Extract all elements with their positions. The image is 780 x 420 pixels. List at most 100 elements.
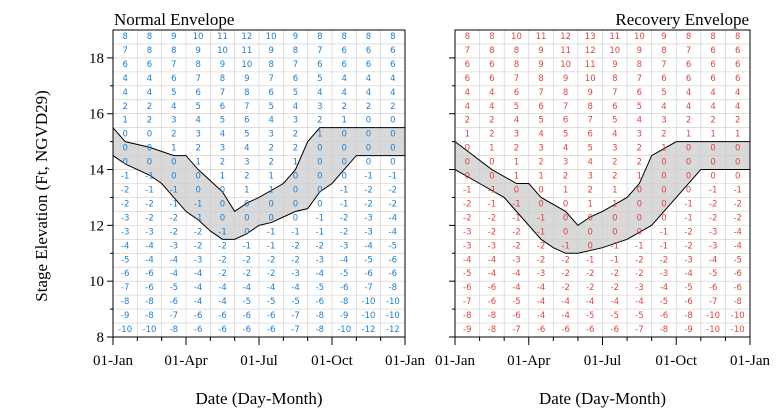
cell-value: -1 (537, 213, 545, 223)
cell-value: 0 (489, 158, 494, 168)
cell-value: -1 (121, 172, 129, 182)
cell-value: 1 (514, 158, 519, 168)
cell-value: 8 (122, 32, 127, 42)
cell-value: 6 (293, 74, 298, 84)
cell-values: 8 8 10 11 12 13 11 10 9 8 8 87 8 8 9 11 12 10 9 8 7 6 66 6 8 9 10 1… (463, 32, 745, 335)
cell-value: 1 (710, 130, 715, 140)
cell-value: -6 (194, 311, 202, 321)
cell-value: -3 (194, 255, 202, 265)
cell-value: -6 (561, 325, 569, 335)
cell-value: -2 (463, 213, 471, 223)
cell-value: 7 (514, 74, 519, 84)
cell-value: 3 (538, 144, 543, 154)
cell-value: 4 (563, 144, 568, 154)
cell-value: -2 (561, 255, 569, 265)
cell-value: 10 (585, 74, 596, 84)
cell-value: 6 (268, 88, 273, 98)
cell-value: 5 (317, 74, 322, 84)
cell-value: -2 (684, 227, 692, 237)
cell-value: 6 (710, 46, 715, 56)
cell-value: 0 (735, 144, 740, 154)
cell-value: 8 (661, 46, 666, 56)
cell-value: -6 (709, 283, 717, 293)
cell-value: -1 (194, 199, 202, 209)
cell-value: -9 (121, 311, 129, 321)
cell-value: -8 (463, 311, 471, 321)
cell-value: -1 (611, 255, 619, 265)
cell-value: 1 (489, 144, 494, 154)
cell-value: 4 (661, 102, 666, 112)
y-axis-label: Stage Elevation (Ft, NGVD29) (32, 90, 51, 302)
cell-value: -2 (170, 213, 178, 223)
cell-value: 2 (293, 130, 298, 140)
cell-value: -5 (512, 297, 520, 307)
cell-value: 3 (293, 116, 298, 126)
cell-value: 0 (587, 213, 592, 223)
cell-value: 2 (366, 102, 371, 112)
cell-value: -2 (733, 199, 741, 209)
cell-value: 0 (686, 172, 691, 182)
cell-value: -8 (488, 325, 496, 335)
cell-value: -7 (512, 325, 520, 335)
cell-value: -6 (364, 269, 372, 279)
cell-value: 2 (268, 144, 273, 154)
cell-value: -2 (660, 255, 668, 265)
cell-value: 0 (293, 172, 298, 182)
cell-value: -4 (170, 269, 178, 279)
cell-value: 1 (563, 185, 568, 195)
cell-value: 5 (637, 102, 642, 112)
cell-value: -4 (660, 283, 668, 293)
cell-value: -8 (316, 311, 324, 321)
cell-value: 1 (612, 185, 617, 195)
cell-value: 0 (317, 185, 322, 195)
cell-value: 8 (489, 32, 494, 42)
cell-value: 0 (465, 172, 470, 182)
cell-value: -1 (733, 185, 741, 195)
cell-value: 6 (341, 60, 346, 70)
cell-value: -5 (267, 297, 275, 307)
cell-value: -5 (463, 269, 471, 279)
cell-value: 10 (266, 32, 277, 42)
cell-value: 6 (710, 60, 715, 70)
cell-value: 2 (612, 158, 617, 168)
cell-value: -6 (121, 269, 129, 279)
cell-value: -4 (218, 283, 226, 293)
cell-value: 8 (538, 74, 543, 84)
cell-value: -4 (512, 269, 520, 279)
cell-value: -12 (386, 325, 400, 335)
cell-value: -4 (267, 283, 275, 293)
cell-value: -2 (194, 241, 202, 251)
cell-value: 6 (147, 60, 152, 70)
x-tick-label: 01-Oct (655, 353, 697, 369)
cell-value: -2 (389, 185, 397, 195)
cell-value: -4 (537, 311, 545, 321)
cell-value: -1 (218, 227, 226, 237)
cell-value: 0 (735, 172, 740, 182)
cell-value: 1 (293, 158, 298, 168)
cell-value: -8 (340, 297, 348, 307)
cell-value: 9 (195, 46, 200, 56)
cell-value: 0 (612, 227, 617, 237)
cell-value: 0 (637, 213, 642, 223)
cell-value: 2 (637, 144, 642, 154)
cell-value: -2 (243, 255, 251, 265)
cell-value: 2 (147, 116, 152, 126)
cell-value: 8 (563, 88, 568, 98)
cell-value: -2 (194, 227, 202, 237)
cell-value: 3 (587, 172, 592, 182)
cell-value: 2 (220, 158, 225, 168)
cell-value: 5 (612, 116, 617, 126)
cell-value: -2 (635, 255, 643, 265)
cell-value: 8 (147, 32, 152, 42)
cell-value: -6 (170, 297, 178, 307)
cell-value: -6 (389, 269, 397, 279)
cell-value: -6 (145, 283, 153, 293)
cell-value: 0 (735, 158, 740, 168)
cell-value: 7 (538, 88, 543, 98)
cell-value: 0 (686, 185, 691, 195)
cell-value: -4 (561, 311, 569, 321)
cell-value: 1 (220, 172, 225, 182)
cell-value: -10 (386, 311, 400, 321)
cell-value: 0 (637, 227, 642, 237)
cell-value: -8 (121, 297, 129, 307)
